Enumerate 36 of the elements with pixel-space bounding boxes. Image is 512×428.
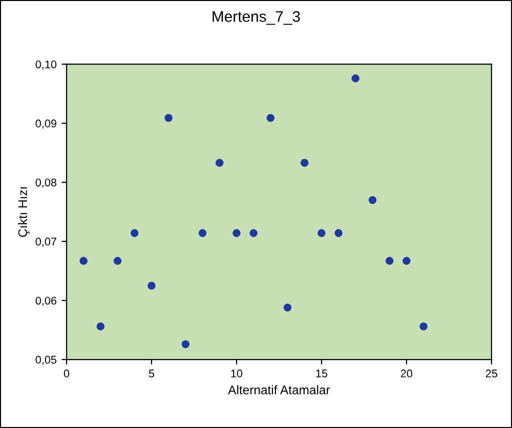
x-tick-label: 15 (316, 370, 328, 378)
y-tick-label: 0,10 (36, 60, 56, 70)
x-tick-label: 25 (486, 370, 498, 378)
point (182, 340, 190, 348)
x-tick-label: 20 (400, 370, 412, 378)
point (96, 322, 105, 330)
point (114, 256, 122, 265)
x-tick-label: 0 (64, 370, 70, 378)
y-axis-title: Çıktı Hızı (18, 187, 30, 237)
point (420, 322, 428, 330)
point (318, 229, 326, 238)
y-tick-label: 0,05 (36, 356, 56, 365)
point (352, 74, 360, 82)
point (198, 229, 206, 238)
x-tick-label: 10 (231, 370, 242, 378)
y-tick-label: 0,09 (36, 120, 56, 129)
point (334, 229, 342, 238)
point (250, 229, 258, 238)
point (216, 158, 224, 167)
chart-title: Mertens_7_3 (212, 11, 300, 25)
point (266, 114, 274, 122)
y-tick-label: 0,08 (36, 178, 56, 188)
x-axis-title: Alternatif Atamalar (228, 385, 330, 394)
point (164, 114, 172, 122)
point (148, 282, 156, 290)
y-tick-label: 0,06 (36, 296, 56, 306)
point (300, 158, 308, 167)
point (80, 256, 88, 265)
x-tick-label: 5 (148, 370, 154, 378)
point (386, 256, 394, 265)
point (284, 304, 292, 312)
y-tick-label: 0,07 (36, 238, 56, 247)
point (402, 256, 410, 265)
point (368, 196, 376, 204)
point (130, 229, 139, 238)
point (232, 229, 240, 238)
